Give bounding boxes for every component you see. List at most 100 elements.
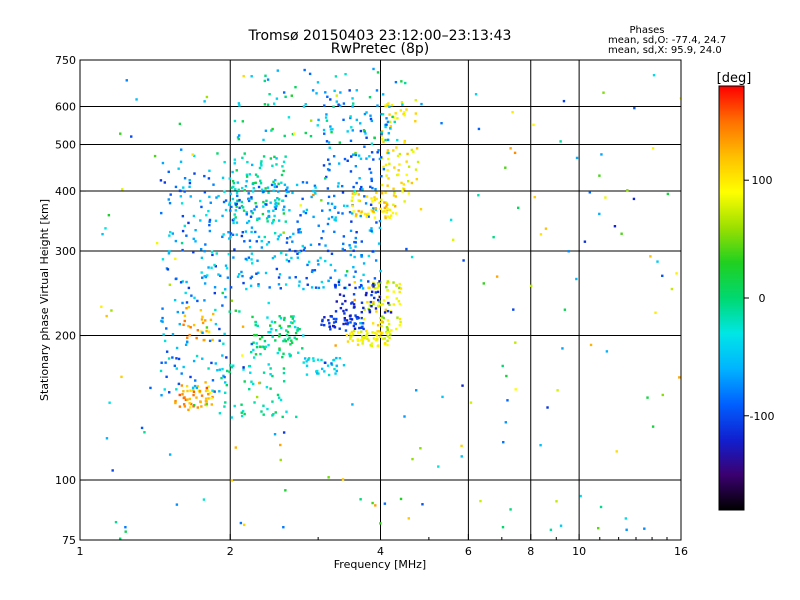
data-point	[330, 202, 334, 206]
data-point	[346, 204, 349, 208]
data-point	[231, 170, 234, 174]
data-point	[325, 140, 329, 143]
data-point	[359, 283, 363, 287]
data-point	[160, 394, 163, 397]
data-point	[375, 221, 378, 224]
data-point	[245, 287, 248, 291]
data-point	[337, 280, 341, 284]
data-point	[380, 198, 383, 201]
data-point	[250, 75, 253, 78]
data-point	[265, 385, 269, 389]
data-point	[120, 375, 123, 379]
data-point	[407, 165, 411, 168]
data-point	[354, 153, 358, 157]
data-point	[289, 235, 292, 239]
data-point	[105, 437, 109, 440]
x-tick-label: 2	[227, 545, 234, 558]
data-point	[250, 342, 253, 346]
data-point	[276, 393, 280, 397]
data-point	[235, 202, 239, 206]
data-point	[176, 310, 180, 314]
data-point	[181, 280, 184, 283]
data-point	[180, 241, 184, 245]
data-point	[392, 194, 396, 197]
data-point	[327, 141, 331, 144]
data-point	[181, 393, 184, 396]
data-point	[200, 394, 204, 397]
data-point	[352, 210, 355, 213]
data-point	[263, 79, 267, 83]
data-point	[330, 363, 334, 367]
data-point	[371, 322, 375, 325]
data-point	[274, 178, 277, 182]
data-point	[353, 281, 357, 284]
data-point	[282, 380, 286, 383]
data-point	[385, 211, 389, 214]
data-point	[371, 331, 374, 334]
data-point	[362, 262, 366, 265]
data-point	[385, 332, 389, 335]
data-point	[185, 280, 188, 284]
data-point	[367, 339, 370, 342]
data-point	[343, 249, 347, 252]
data-point	[370, 305, 373, 308]
data-point	[307, 357, 311, 360]
data-point	[252, 187, 256, 190]
data-point	[404, 81, 407, 85]
data-point	[230, 479, 234, 482]
data-point	[274, 202, 277, 206]
data-point	[342, 235, 346, 238]
data-point	[224, 295, 227, 299]
data-point	[374, 307, 378, 310]
colorbar-tick-label: 100	[752, 174, 773, 187]
data-point	[245, 180, 248, 183]
data-point	[561, 347, 564, 350]
data-point	[209, 318, 213, 322]
data-point	[224, 288, 227, 291]
data-point	[386, 309, 390, 313]
data-point	[351, 153, 355, 156]
data-point	[267, 330, 270, 334]
data-point	[322, 164, 326, 167]
data-point	[378, 280, 381, 283]
data-point	[378, 295, 382, 299]
data-point	[269, 157, 273, 160]
data-point	[240, 234, 244, 238]
data-point	[305, 364, 309, 367]
data-point	[351, 403, 354, 406]
data-point	[218, 327, 221, 331]
data-point	[401, 190, 404, 193]
data-point	[246, 221, 249, 225]
data-point	[410, 148, 414, 152]
data-point	[643, 527, 646, 530]
data-point	[214, 362, 217, 365]
data-point	[302, 105, 306, 108]
data-point	[237, 273, 241, 276]
data-point	[378, 157, 382, 161]
data-point	[223, 190, 226, 193]
data-point	[350, 318, 354, 321]
data-point	[371, 501, 374, 505]
data-point	[377, 282, 380, 286]
data-point	[386, 104, 389, 108]
data-point	[385, 205, 388, 208]
data-point	[233, 248, 236, 251]
data-point	[363, 336, 366, 340]
data-point	[326, 364, 330, 367]
data-point	[240, 403, 243, 406]
data-point	[210, 396, 213, 400]
data-point	[203, 299, 206, 302]
data-point	[212, 183, 215, 186]
data-point	[298, 250, 301, 254]
data-point	[275, 163, 278, 166]
data-point	[367, 215, 370, 218]
data-point	[364, 293, 368, 297]
data-point	[208, 223, 211, 227]
data-point	[393, 120, 396, 124]
data-point	[356, 338, 359, 341]
data-point	[355, 213, 358, 216]
data-point	[278, 347, 281, 350]
data-point	[241, 410, 245, 413]
data-point	[268, 92, 271, 96]
data-point	[305, 373, 309, 376]
